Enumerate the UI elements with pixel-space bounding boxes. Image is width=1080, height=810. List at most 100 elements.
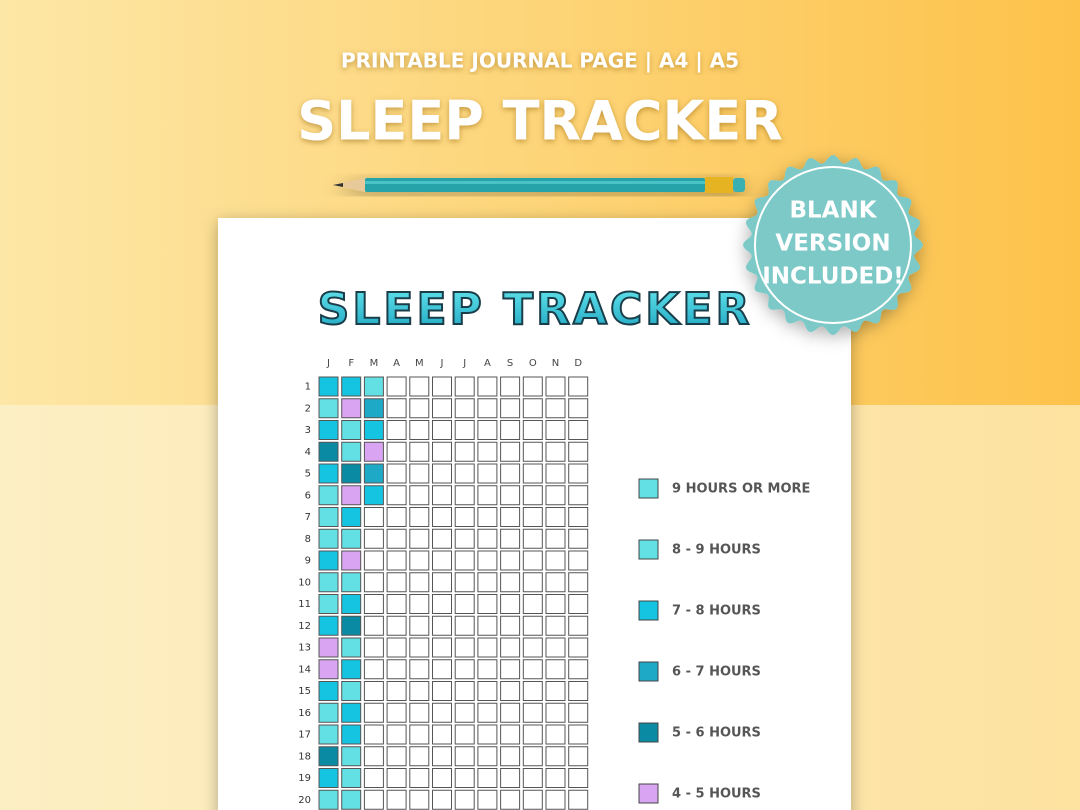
day-cell bbox=[318, 615, 339, 636]
day-cell bbox=[363, 702, 384, 723]
day-cell bbox=[432, 615, 452, 636]
subtitle: PRINTABLE JOURNAL PAGE | A4 | A5 bbox=[341, 49, 739, 73]
day-cell bbox=[454, 702, 475, 723]
day-cell bbox=[500, 681, 521, 701]
day-cell bbox=[500, 528, 521, 549]
day-cell bbox=[545, 572, 566, 593]
day-cell bbox=[386, 659, 407, 680]
day-cell bbox=[545, 528, 566, 549]
day-cell bbox=[409, 724, 430, 745]
legend-label: 5 - 6 HOURS bbox=[672, 726, 761, 741]
badge-text: VERSION bbox=[775, 231, 890, 257]
day-cell bbox=[522, 594, 543, 614]
day-cell bbox=[363, 550, 384, 571]
day-label: 11 bbox=[298, 599, 311, 610]
day-cell bbox=[409, 398, 430, 419]
day-cell bbox=[477, 659, 498, 680]
day-cell bbox=[454, 398, 475, 419]
day-cell bbox=[409, 485, 430, 506]
day-cell bbox=[454, 463, 475, 484]
day-cell bbox=[432, 572, 452, 593]
day-cell bbox=[363, 572, 384, 593]
day-cell bbox=[318, 681, 339, 701]
day-cell bbox=[318, 702, 339, 723]
day-cell bbox=[363, 746, 384, 767]
day-cell bbox=[454, 789, 475, 810]
day-cell bbox=[477, 441, 498, 462]
day-cell bbox=[454, 420, 475, 440]
day-cell bbox=[409, 463, 430, 484]
day-label: 20 bbox=[298, 795, 311, 806]
day-cell bbox=[363, 594, 384, 614]
day-cell bbox=[341, 637, 362, 658]
day-cell bbox=[318, 420, 339, 440]
day-cell bbox=[432, 398, 452, 419]
day-cell bbox=[568, 702, 589, 723]
day-cell bbox=[363, 637, 384, 658]
legend-swatch bbox=[638, 478, 659, 499]
day-cell bbox=[500, 615, 521, 636]
day-cell bbox=[522, 528, 543, 549]
day-cell bbox=[454, 550, 475, 571]
day-cell bbox=[545, 507, 566, 527]
day-cell bbox=[363, 528, 384, 549]
day-cell bbox=[477, 507, 498, 527]
day-cell bbox=[432, 724, 452, 745]
badge: BLANK VERSION INCLUDED! bbox=[743, 155, 923, 335]
legend-label: 4 - 5 HOURS bbox=[672, 787, 761, 802]
day-cell bbox=[454, 681, 475, 701]
day-cell bbox=[522, 420, 543, 440]
day-cell bbox=[545, 594, 566, 614]
day-cell bbox=[477, 724, 498, 745]
day-cell bbox=[454, 615, 475, 636]
day-cell bbox=[409, 637, 430, 658]
day-cell bbox=[318, 485, 339, 506]
day-cell bbox=[386, 615, 407, 636]
day-cell bbox=[454, 594, 475, 614]
day-cell bbox=[432, 420, 452, 440]
day-label: 16 bbox=[298, 708, 311, 719]
day-cell bbox=[522, 724, 543, 745]
day-cell bbox=[477, 702, 498, 723]
day-cell bbox=[432, 507, 452, 527]
day-cell bbox=[341, 376, 362, 397]
day-cell bbox=[568, 746, 589, 767]
day-cell bbox=[545, 398, 566, 419]
day-cell bbox=[386, 463, 407, 484]
day-cell bbox=[522, 441, 543, 462]
day-cell bbox=[386, 507, 407, 527]
day-cell bbox=[341, 463, 362, 484]
day-label: 15 bbox=[298, 686, 311, 697]
day-cell bbox=[341, 789, 362, 810]
month-label: O bbox=[529, 358, 537, 369]
badge-text: BLANK bbox=[789, 198, 877, 224]
day-cell bbox=[318, 507, 339, 527]
day-cell bbox=[545, 789, 566, 810]
badge-text: INCLUDED! bbox=[762, 264, 904, 290]
month-label: D bbox=[574, 358, 582, 369]
day-cell bbox=[432, 441, 452, 462]
day-cell bbox=[545, 441, 566, 462]
day-cell bbox=[477, 746, 498, 767]
day-cell bbox=[432, 789, 452, 810]
day-cell bbox=[341, 550, 362, 571]
day-cell bbox=[522, 681, 543, 701]
day-cell bbox=[500, 507, 521, 527]
day-cell bbox=[545, 768, 566, 788]
day-cell bbox=[477, 485, 498, 506]
day-cell bbox=[386, 398, 407, 419]
day-cell bbox=[409, 746, 430, 767]
day-cell bbox=[432, 463, 452, 484]
legend-swatch bbox=[638, 783, 659, 804]
day-cell bbox=[386, 441, 407, 462]
day-cell bbox=[363, 724, 384, 745]
day-cell bbox=[409, 594, 430, 614]
month-label: A bbox=[484, 358, 491, 369]
day-cell bbox=[568, 637, 589, 658]
day-cell bbox=[363, 768, 384, 788]
day-cell bbox=[477, 376, 498, 397]
day-cell bbox=[500, 724, 521, 745]
day-cell bbox=[409, 420, 430, 440]
day-cell bbox=[545, 637, 566, 658]
